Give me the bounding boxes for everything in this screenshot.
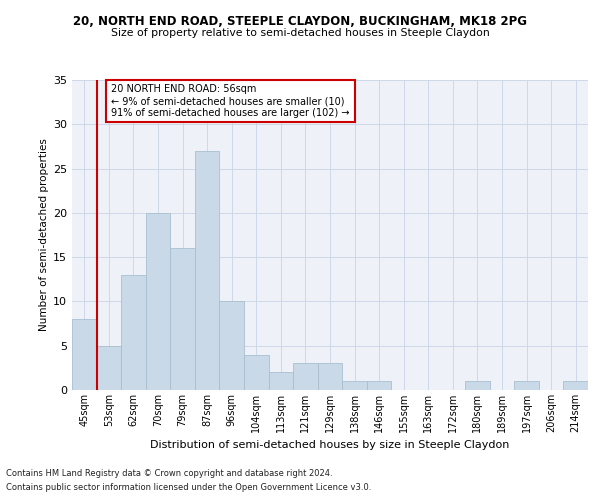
Bar	[170, 248, 195, 390]
Bar	[342, 381, 367, 390]
Text: 20 NORTH END ROAD: 56sqm
← 9% of semi-detached houses are smaller (10)
91% of se: 20 NORTH END ROAD: 56sqm ← 9% of semi-de…	[112, 84, 350, 117]
X-axis label: Distribution of semi-detached houses by size in Steeple Claydon: Distribution of semi-detached houses by …	[151, 440, 509, 450]
Bar	[269, 372, 293, 390]
Bar	[97, 346, 121, 390]
Bar	[367, 381, 391, 390]
Bar	[146, 213, 170, 390]
Bar	[318, 364, 342, 390]
Y-axis label: Number of semi-detached properties: Number of semi-detached properties	[39, 138, 49, 332]
Text: Size of property relative to semi-detached houses in Steeple Claydon: Size of property relative to semi-detach…	[110, 28, 490, 38]
Bar	[293, 364, 318, 390]
Bar	[220, 302, 244, 390]
Bar	[195, 151, 220, 390]
Bar	[563, 381, 588, 390]
Text: Contains public sector information licensed under the Open Government Licence v3: Contains public sector information licen…	[6, 484, 371, 492]
Bar	[465, 381, 490, 390]
Bar	[244, 354, 269, 390]
Text: Contains HM Land Registry data © Crown copyright and database right 2024.: Contains HM Land Registry data © Crown c…	[6, 468, 332, 477]
Bar	[121, 275, 146, 390]
Bar	[514, 381, 539, 390]
Text: 20, NORTH END ROAD, STEEPLE CLAYDON, BUCKINGHAM, MK18 2PG: 20, NORTH END ROAD, STEEPLE CLAYDON, BUC…	[73, 15, 527, 28]
Bar	[72, 319, 97, 390]
